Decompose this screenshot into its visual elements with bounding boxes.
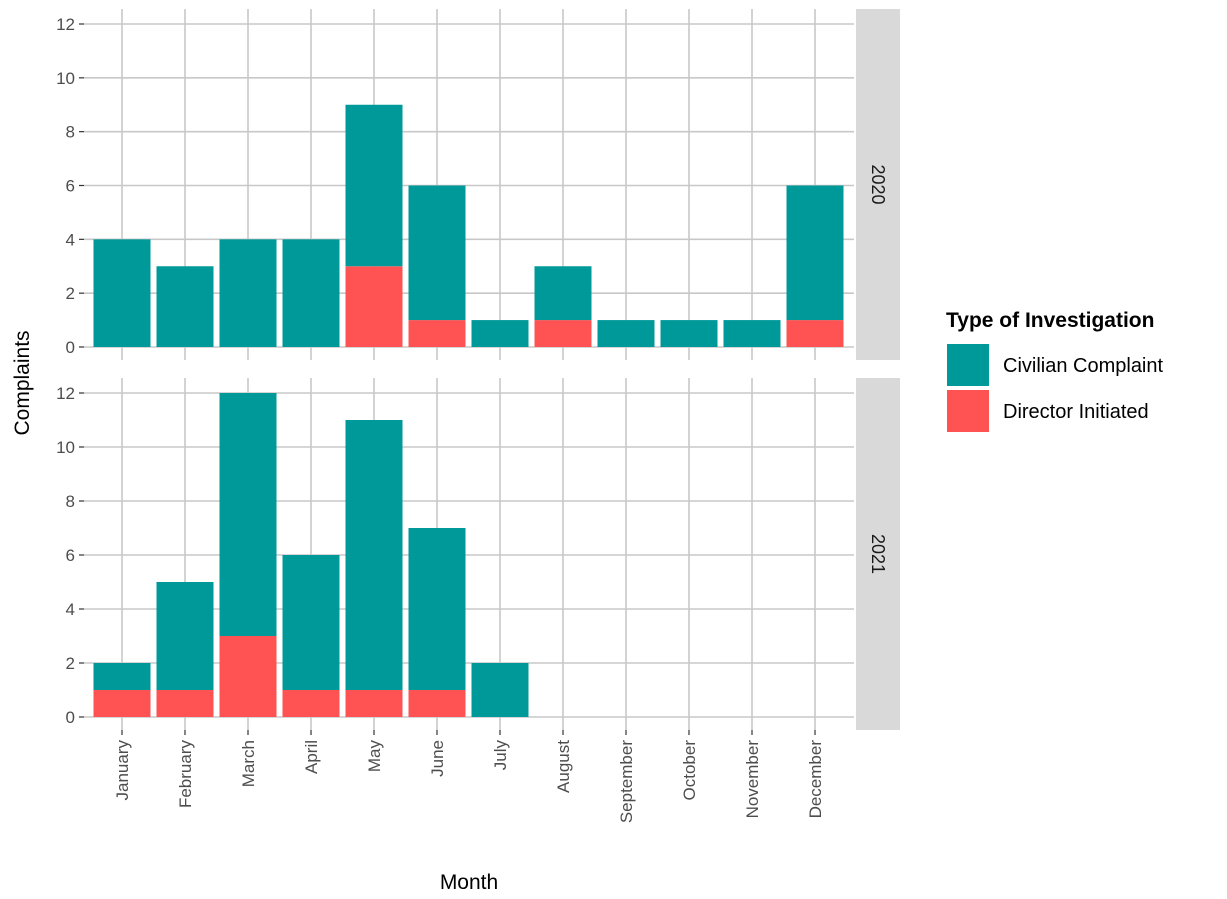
bar-civilian-complaint bbox=[219, 393, 277, 636]
bar-civilian-complaint bbox=[156, 266, 214, 347]
x-tick-label: September bbox=[617, 740, 636, 823]
y-tick-label: 10 bbox=[56, 69, 75, 88]
legend-title: Type of Investigation bbox=[946, 309, 1154, 332]
legend-label: Director Initiated bbox=[1003, 401, 1149, 423]
bar-director-initiated bbox=[534, 320, 592, 347]
x-tick-label: November bbox=[743, 740, 762, 819]
facet-strip bbox=[856, 9, 900, 360]
bar-director-initiated bbox=[345, 266, 403, 347]
x-tick-label: October bbox=[680, 740, 699, 801]
bar-civilian-complaint bbox=[597, 320, 655, 347]
x-tick-label: May bbox=[365, 740, 384, 773]
legend-swatch bbox=[947, 390, 989, 432]
bar-director-initiated bbox=[786, 320, 844, 347]
bar-civilian-complaint bbox=[534, 266, 592, 321]
facet-strip-label: 2021 bbox=[868, 534, 888, 574]
bar-director-initiated bbox=[93, 690, 151, 717]
bar-civilian-complaint bbox=[408, 185, 466, 321]
bar-civilian-complaint bbox=[660, 320, 718, 347]
bar-civilian-complaint bbox=[93, 239, 151, 347]
panel-2021: 0 2 4 6 8 10 12 2021 bbox=[56, 378, 900, 730]
y-tick-label: 10 bbox=[56, 438, 75, 457]
bar-civilian-complaint bbox=[786, 185, 844, 321]
y-tick-label: 2 bbox=[66, 654, 75, 673]
y-tick-label: 0 bbox=[66, 708, 75, 727]
x-tick-label: March bbox=[239, 740, 258, 787]
x-tick-label: January bbox=[113, 740, 132, 801]
bar-director-initiated bbox=[408, 320, 466, 347]
x-tick-label: December bbox=[806, 740, 825, 819]
bar-civilian-complaint bbox=[471, 663, 529, 717]
y-tick-label: 0 bbox=[66, 338, 75, 357]
y-tick-label: 8 bbox=[66, 123, 75, 142]
y-axis-title: Complaints bbox=[11, 330, 34, 435]
x-axis: January February March April May June July Augu… bbox=[113, 730, 825, 823]
bar-civilian-complaint bbox=[345, 420, 403, 690]
bar-civilian-complaint bbox=[282, 239, 340, 347]
facet-strip-label: 2020 bbox=[868, 164, 888, 204]
bar-director-initiated bbox=[282, 690, 340, 717]
y-tick-label: 8 bbox=[66, 492, 75, 511]
bar-civilian-complaint bbox=[93, 663, 151, 690]
bar-director-initiated bbox=[345, 690, 403, 717]
legend-items: Civilian Complaint Director Initiated bbox=[946, 343, 1164, 433]
y-tick-label: 2 bbox=[66, 284, 75, 303]
legend-swatch bbox=[947, 344, 989, 386]
legend: Type of Investigation Civilian Complaint… bbox=[946, 309, 1164, 433]
panel-2020: 0 2 4 6 8 10 12 2020 bbox=[56, 9, 900, 360]
bar-civilian-complaint bbox=[408, 528, 466, 690]
bar-civilian-complaint bbox=[723, 320, 781, 347]
panels-layer: 0 2 4 6 8 10 12 2020 0 2 4 6 8 10 12 2021 bbox=[56, 9, 900, 730]
x-tick-label: April bbox=[302, 740, 321, 774]
x-tick-label: July bbox=[491, 740, 510, 771]
x-tick-label: August bbox=[554, 740, 573, 793]
y-tick-label: 4 bbox=[66, 600, 75, 619]
y-tick-label: 6 bbox=[66, 177, 75, 196]
legend-label: Civilian Complaint bbox=[1003, 355, 1164, 377]
bar-civilian-complaint bbox=[219, 239, 277, 347]
bar-civilian-complaint bbox=[156, 582, 214, 690]
bar-director-initiated bbox=[408, 690, 466, 717]
y-tick-label: 12 bbox=[56, 384, 75, 403]
bar-civilian-complaint bbox=[471, 320, 529, 347]
y-tick-label: 12 bbox=[56, 15, 75, 34]
bar-civilian-complaint bbox=[345, 104, 403, 267]
x-tick-label: February bbox=[176, 740, 195, 809]
y-tick-label: 4 bbox=[66, 230, 75, 249]
y-tick-label: 6 bbox=[66, 546, 75, 565]
facet-strip bbox=[856, 378, 900, 730]
x-axis-title: Month bbox=[440, 871, 498, 894]
bar-director-initiated bbox=[219, 636, 277, 717]
bar-civilian-complaint bbox=[282, 555, 340, 690]
x-tick-label: June bbox=[428, 740, 447, 777]
bar-director-initiated bbox=[156, 690, 214, 717]
